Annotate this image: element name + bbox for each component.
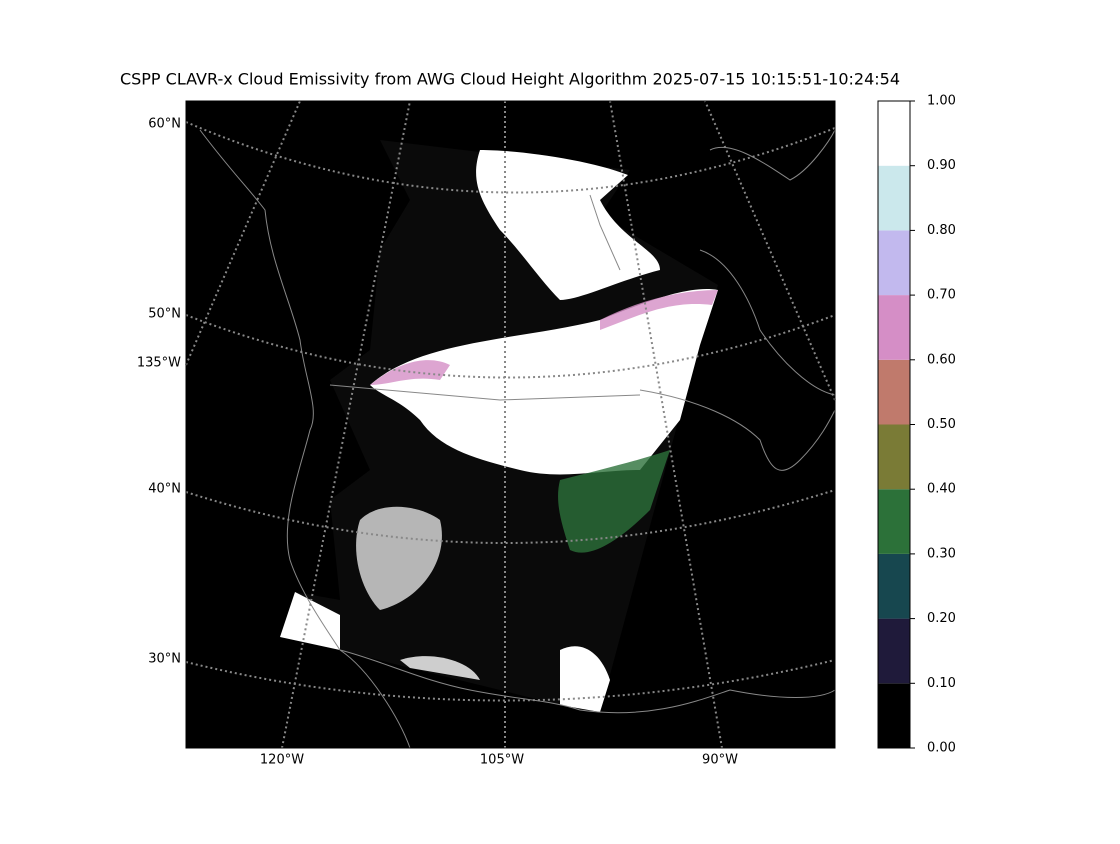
coastlines: [199, 129, 836, 749]
colorbar-tick-label: 0.00: [927, 741, 956, 756]
colorbar-segment: [878, 553, 910, 619]
lon-label: 135°W: [137, 356, 181, 371]
lat-label: 50°N: [148, 307, 181, 322]
colorbar-segment: [878, 230, 910, 296]
lat-label: 60°N: [148, 117, 181, 132]
map-frame: [185, 100, 836, 749]
colorbar-segment: [878, 359, 910, 425]
thin-cloud: [558, 450, 670, 553]
clouds: [280, 150, 718, 712]
map: [185, 100, 836, 749]
colorbar-tick-label: 1.00: [927, 94, 956, 109]
colorbar-tick-label: 0.30: [927, 546, 956, 561]
colorbar-segment: [878, 165, 910, 231]
colorbar-tick-label: 0.50: [927, 417, 956, 432]
lon-label: 105°W: [480, 753, 524, 768]
colorbar-tick-label: 0.60: [927, 352, 956, 367]
lat-label: 30°N: [148, 652, 181, 667]
colorbar-tick-label: 0.20: [927, 611, 956, 626]
colorbar: 0.00 0.10 0.20 0.30 0.40 0.50 0.60 0.70 0.80 0.90…: [877, 94, 956, 756]
colorbar-tick-label: 0.80: [927, 223, 956, 238]
graticule: [185, 100, 836, 749]
lon-label: 120°W: [260, 753, 304, 768]
lat-label: 40°N: [148, 482, 181, 497]
colorbar-segment: [878, 489, 910, 554]
colorbar-tick-label: 0.40: [927, 482, 956, 497]
colorbar-segment: [878, 683, 910, 748]
colorbar-segment: [878, 295, 910, 360]
colorbar-tick-label: 0.90: [927, 158, 956, 173]
colorbar-tick-label: 0.10: [927, 676, 956, 691]
colorbar-tick-label: 0.70: [927, 288, 956, 303]
map-title: CSPP CLAVR-x Cloud Emissivity from AWG C…: [120, 70, 900, 89]
lon-label: 90°W: [702, 753, 738, 768]
colorbar-segment: [878, 424, 910, 490]
colorbar-segment: [878, 101, 910, 166]
colorbar-segment: [878, 618, 910, 684]
